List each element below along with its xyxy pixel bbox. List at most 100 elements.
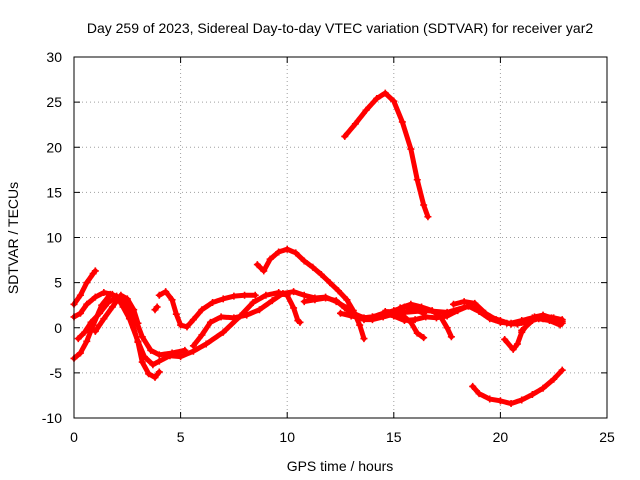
- data-point: [74, 335, 82, 343]
- y-tick-label: -5: [50, 365, 63, 381]
- data-point: [209, 298, 217, 306]
- series-trace-11: [341, 89, 432, 221]
- data-point: [528, 391, 536, 399]
- data-point: [249, 298, 257, 306]
- data-point: [443, 324, 451, 332]
- data-point: [87, 318, 95, 326]
- data-point: [447, 333, 455, 341]
- data-point: [151, 373, 159, 381]
- data-point: [255, 306, 263, 314]
- y-tick-label: 25: [46, 94, 62, 110]
- data-point: [347, 312, 355, 320]
- data-point: [76, 291, 84, 299]
- data-point: [539, 384, 547, 392]
- x-tick-labels: 0 5 10 15 20 25: [70, 429, 615, 445]
- data-point: [262, 291, 270, 299]
- data-point: [91, 267, 99, 275]
- data-point: [360, 335, 368, 343]
- data-point: [290, 288, 298, 296]
- data-point: [356, 321, 364, 329]
- data-point: [550, 375, 558, 383]
- data-point: [117, 291, 125, 299]
- data-point: [230, 292, 238, 300]
- series-trace: [71, 268, 98, 307]
- data-point: [219, 295, 227, 303]
- data-point: [513, 340, 521, 348]
- data-point: [539, 313, 547, 321]
- data-point: [400, 308, 408, 316]
- data-point: [134, 319, 142, 327]
- data-point: [177, 353, 185, 361]
- data-point: [341, 304, 349, 312]
- y-axis-title: SDTVAR / TECUs: [5, 182, 21, 294]
- data-point: [253, 261, 261, 269]
- data-point: [83, 300, 91, 308]
- data-point: [311, 296, 319, 304]
- data-point: [449, 300, 457, 308]
- data-point: [469, 382, 477, 390]
- series-trace: [71, 290, 162, 380]
- data-point: [283, 245, 291, 253]
- data-point: [279, 289, 287, 297]
- data-point: [358, 314, 366, 322]
- data-point: [443, 308, 451, 316]
- series-trace: [71, 290, 303, 368]
- data-point: [162, 288, 170, 296]
- data-point: [413, 176, 421, 184]
- data-point: [300, 291, 308, 299]
- data-point: [138, 358, 146, 366]
- data-point: [206, 318, 214, 326]
- data-point: [518, 396, 526, 404]
- data-point: [81, 328, 89, 336]
- data-point: [486, 395, 494, 403]
- data-point: [437, 313, 445, 321]
- data-point: [398, 118, 406, 126]
- data-point: [168, 349, 176, 357]
- data-point: [172, 310, 180, 318]
- data-point: [108, 303, 116, 311]
- data-point: [373, 95, 381, 103]
- data-point: [251, 291, 259, 299]
- data-point: [475, 390, 483, 398]
- data-point: [123, 295, 131, 303]
- x-tick-label: 25: [599, 429, 615, 445]
- data-point: [300, 257, 308, 265]
- data-point: [420, 334, 428, 342]
- data-point: [268, 297, 276, 305]
- data-point: [83, 279, 91, 287]
- data-point: [300, 298, 308, 306]
- data-point: [407, 300, 415, 308]
- data-point: [241, 291, 249, 299]
- data-point: [471, 299, 479, 307]
- data-point: [177, 321, 185, 329]
- data-point: [550, 316, 558, 324]
- data-point: [341, 132, 349, 140]
- data-point: [492, 316, 500, 324]
- data-point: [343, 296, 351, 304]
- data-point: [155, 357, 163, 365]
- data-point: [290, 304, 298, 312]
- data-point: [518, 326, 526, 334]
- data-point: [260, 267, 268, 275]
- y-tick-label: 0: [54, 320, 62, 336]
- y-tick-label: -10: [42, 410, 62, 426]
- data-point: [322, 294, 330, 302]
- data-point: [496, 397, 504, 405]
- data-point: [181, 346, 189, 354]
- data-point: [528, 317, 536, 325]
- data-point: [168, 296, 176, 304]
- series-trace-17: [518, 313, 566, 334]
- y-tick-label: 20: [46, 139, 62, 155]
- data-point: [509, 345, 517, 353]
- data-point: [337, 309, 344, 317]
- data-point: [198, 331, 206, 339]
- data-point: [266, 255, 274, 263]
- data-point: [91, 293, 99, 301]
- data-point: [183, 323, 191, 331]
- series-trace: [470, 367, 565, 407]
- data-point: [83, 337, 91, 345]
- data-point: [100, 315, 108, 323]
- data-point: [332, 297, 340, 305]
- x-tick-label: 20: [493, 429, 509, 445]
